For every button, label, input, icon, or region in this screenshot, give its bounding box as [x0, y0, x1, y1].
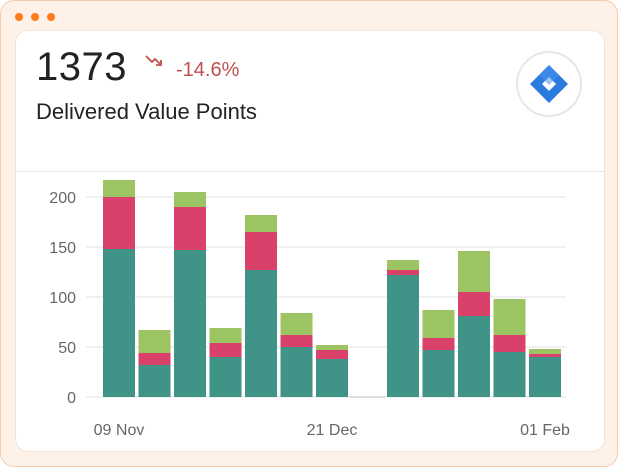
bar-segment	[316, 350, 348, 359]
bar-segment	[245, 232, 277, 270]
x-tick-label: 09 Nov	[94, 422, 145, 439]
bar-segment	[422, 350, 455, 397]
stacked-bar-chart: 0 50 100 150 200 09 Nov 21 Dec 01 Feb	[49, 180, 570, 439]
window-dot-icon[interactable]	[31, 13, 39, 21]
bar-segment	[245, 215, 277, 232]
bar-segment	[280, 335, 313, 347]
bar-segment	[138, 353, 171, 365]
bar-segment	[174, 192, 206, 207]
bar-segment	[529, 357, 561, 397]
bar-segment	[280, 313, 313, 335]
bar-segment	[280, 347, 313, 397]
bar-segment	[316, 359, 348, 397]
bar-segment	[493, 335, 526, 352]
bar-segment	[174, 250, 206, 397]
metric-label: Delivered Value Points	[36, 99, 257, 124]
bar-segment	[387, 260, 419, 270]
bar-segment	[458, 292, 490, 316]
y-tick-label: 50	[58, 340, 76, 357]
window-controls	[15, 13, 55, 21]
card-divider	[16, 171, 604, 172]
y-tick-label: 150	[49, 240, 76, 257]
x-tick-label: 21 Dec	[307, 422, 358, 439]
bar-segment	[103, 180, 135, 197]
bar-segment	[209, 328, 242, 343]
bar-segment	[493, 352, 526, 397]
bar-segment	[138, 330, 171, 353]
window-dot-icon[interactable]	[15, 13, 23, 21]
bar-segment	[387, 270, 419, 275]
bar-segment	[316, 345, 348, 350]
bar-segment	[209, 343, 242, 357]
bar-segment	[493, 299, 526, 335]
bar-segment	[458, 316, 490, 397]
jira-logo-icon	[518, 53, 580, 115]
y-tick-label: 200	[49, 190, 76, 207]
bar-segment	[529, 349, 561, 354]
metric-card: 1373 -14.6% Delivered Value Points 0 50 10…	[16, 31, 604, 451]
bar-segment	[138, 365, 171, 397]
y-tick-label: 0	[67, 390, 76, 407]
bar-segment	[174, 207, 206, 250]
metric-change: -14.6%	[176, 59, 240, 81]
window-dot-icon[interactable]	[47, 13, 55, 21]
bar-segment	[529, 354, 561, 357]
bar-segment	[458, 251, 490, 292]
metric-value: 1373	[36, 45, 127, 89]
bar-segment	[422, 338, 455, 350]
bar-segment	[103, 249, 135, 397]
bar-segment	[422, 310, 455, 338]
y-tick-label: 100	[49, 290, 76, 307]
bar-segment	[387, 275, 419, 397]
bar-segment	[209, 357, 242, 397]
bar-segment	[103, 197, 135, 249]
trend-down-icon	[145, 55, 162, 66]
bar-segment	[245, 270, 277, 397]
empty-bar-marker	[349, 396, 386, 398]
x-tick-label: 01 Feb	[520, 422, 570, 439]
